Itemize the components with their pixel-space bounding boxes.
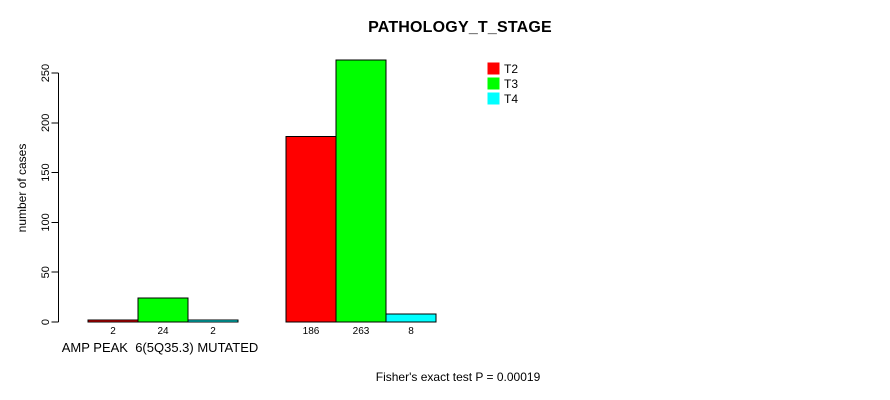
bar-t3-group2 <box>335 59 387 323</box>
bar-value-label: 186 <box>303 326 320 337</box>
y-axis-tick-label: 100 <box>40 213 52 231</box>
bar-t2-group2 <box>285 136 337 323</box>
y-axis-tick-label: 50 <box>40 266 52 278</box>
legend-swatch-t2 <box>487 62 500 75</box>
bar-value-label: 2 <box>210 326 216 337</box>
y-axis-tick-label: 0 <box>40 319 52 325</box>
y-axis-tick-label: 150 <box>40 163 52 181</box>
chart-title: PATHOLOGY_T_STAGE <box>368 19 552 36</box>
legend-swatch-t3 <box>487 77 500 90</box>
bar-value-label: 263 <box>353 326 370 337</box>
bar-t3-group1 <box>137 297 189 323</box>
y-axis-tick-label: 200 <box>40 114 52 132</box>
bar-value-label: 24 <box>157 326 169 337</box>
bar-t2-group1 <box>87 319 139 323</box>
legend-label: T2 <box>504 62 518 76</box>
y-axis-tick-label: 250 <box>40 64 52 82</box>
legend-label: T4 <box>504 92 518 106</box>
bar-t4-group2 <box>385 313 437 323</box>
bar-t4-group1 <box>187 319 239 323</box>
x-category-label: AMP PEAK 6(5Q35.3) MUTATED <box>61 340 259 355</box>
bar-value-label: 8 <box>408 326 414 337</box>
legend-swatch-t4 <box>487 92 500 105</box>
bar-value-label: 2 <box>110 326 116 337</box>
legend-label: T3 <box>504 77 518 91</box>
stats-footer: Fisher's exact test P = 0.00019 <box>375 370 541 384</box>
